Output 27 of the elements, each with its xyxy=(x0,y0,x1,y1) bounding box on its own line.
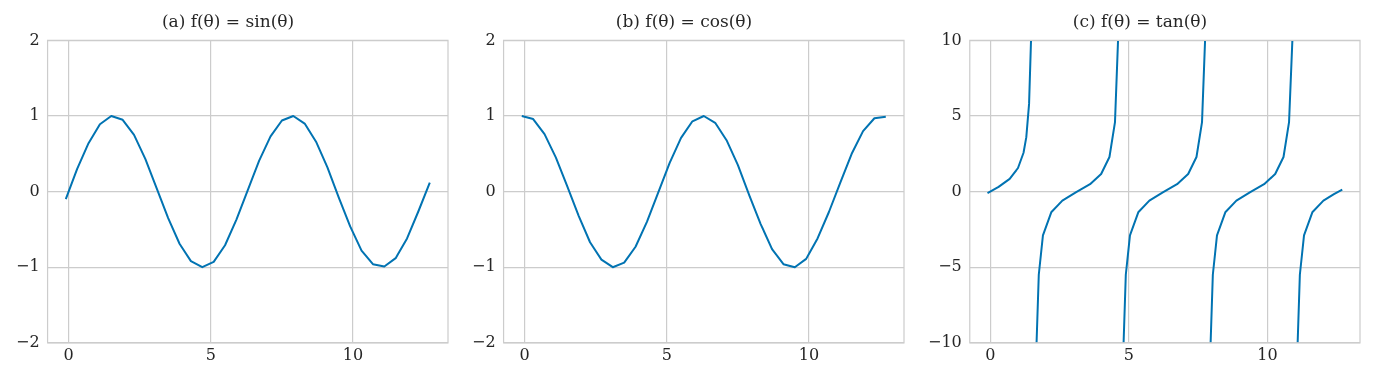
chart-title: (c) f(θ) = tan(θ) xyxy=(1072,10,1208,31)
x-tick-label: 5 xyxy=(1123,344,1134,364)
y-tick-label: −10 xyxy=(928,331,962,351)
y-tick-label: 0 xyxy=(951,180,962,200)
y-tick-label: −5 xyxy=(938,256,962,276)
y-tick-label: −2 xyxy=(15,331,40,351)
x-tick-label: 10 xyxy=(1257,344,1278,364)
x-tick-label: 5 xyxy=(205,344,216,364)
y-tick-label: 5 xyxy=(951,105,962,125)
chart-title: (a) f(θ) = sin(θ) xyxy=(161,10,295,31)
x-tick-label: 0 xyxy=(519,344,530,364)
y-tick-label: −1 xyxy=(15,256,40,276)
x-tick-label: 10 xyxy=(798,344,820,364)
y-tick-label: 1 xyxy=(29,105,40,125)
y-tick-label: −2 xyxy=(471,331,496,351)
x-tick-label: 10 xyxy=(342,344,364,364)
y-tick-label: −1 xyxy=(471,256,496,276)
x-tick-label: 0 xyxy=(63,344,74,364)
y-tick-label: 1 xyxy=(485,105,496,125)
x-tick-label: 0 xyxy=(985,344,996,364)
y-tick-label: 2 xyxy=(485,29,496,49)
x-tick-label: 5 xyxy=(661,344,672,364)
y-tick-label: 2 xyxy=(29,29,40,49)
y-tick-label: 10 xyxy=(941,29,962,49)
y-tick-label: 0 xyxy=(485,180,496,200)
chart-title: (b) f(θ) = cos(θ) xyxy=(615,10,753,31)
y-tick-label: 0 xyxy=(29,180,40,200)
